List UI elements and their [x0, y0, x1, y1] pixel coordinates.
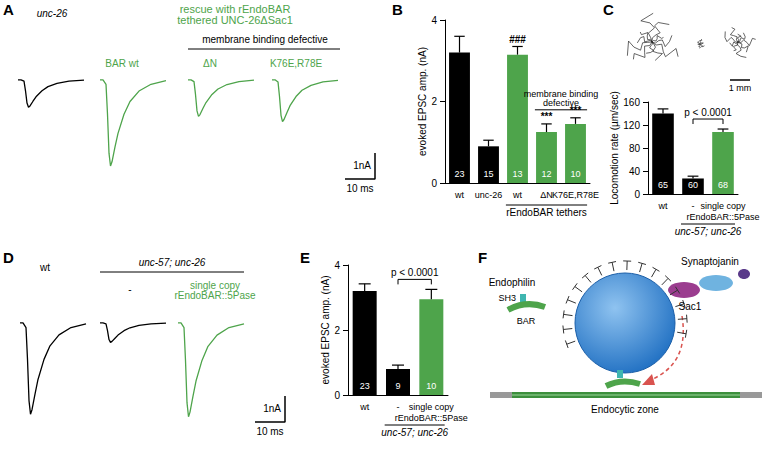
- svg-text:p < 0.0001: p < 0.0001: [684, 107, 732, 118]
- svg-text:60: 60: [688, 180, 698, 190]
- svg-text:evoked EPSC amp. (nA): evoked EPSC amp. (nA): [320, 276, 331, 385]
- svg-text:1nA: 1nA: [353, 160, 371, 171]
- svg-text:Sac1: Sac1: [679, 301, 702, 312]
- svg-text:wt: wt: [512, 190, 522, 200]
- svg-text:defective: defective: [543, 98, 579, 108]
- svg-text:rEndoBAR::5Pase: rEndoBAR::5Pase: [174, 290, 256, 301]
- svg-text:wt: wt: [658, 201, 668, 211]
- svg-text:10: 10: [570, 169, 580, 179]
- svg-text:ΔN: ΔN: [540, 190, 553, 200]
- svg-text:-: -: [128, 284, 131, 295]
- svg-text:unc-26: unc-26: [475, 190, 503, 200]
- svg-text:10 ms: 10 ms: [346, 183, 373, 194]
- svg-text:wt: wt: [454, 190, 464, 200]
- svg-text:single copy: single copy: [409, 402, 455, 412]
- svg-text:23: 23: [360, 381, 370, 391]
- svg-text:membrane binding defective: membrane binding defective: [202, 34, 328, 45]
- svg-text:Synaptojanin: Synaptojanin: [681, 256, 739, 267]
- svg-text:unc-57; unc-26: unc-57; unc-26: [675, 226, 742, 237]
- svg-text:13: 13: [512, 169, 522, 179]
- svg-text:B: B: [392, 1, 403, 18]
- svg-text:single copy: single copy: [700, 201, 746, 211]
- svg-text:***: ***: [541, 111, 553, 122]
- svg-text:unc-57; unc-26: unc-57; unc-26: [381, 427, 448, 438]
- svg-text:###: ###: [509, 34, 526, 45]
- svg-text:10: 10: [426, 381, 436, 391]
- svg-text:80: 80: [629, 143, 641, 154]
- svg-text:D: D: [3, 249, 14, 266]
- svg-text:4: 4: [334, 260, 340, 271]
- svg-text:68: 68: [718, 180, 728, 190]
- svg-text:membrane binding: membrane binding: [523, 89, 599, 100]
- svg-text:A: A: [3, 1, 14, 18]
- svg-text:SH3: SH3: [498, 293, 516, 303]
- svg-text:15: 15: [483, 169, 493, 179]
- svg-text:rEndoBAR::5Pase: rEndoBAR::5Pase: [686, 212, 759, 222]
- svg-text:K76E,R78E: K76E,R78E: [270, 58, 323, 69]
- svg-text:single copy: single copy: [190, 279, 240, 291]
- svg-text:10 ms: 10 ms: [256, 426, 283, 437]
- svg-text:0: 0: [634, 189, 640, 200]
- svg-text:Endophilin: Endophilin: [489, 277, 536, 288]
- svg-text:Endocytic zone: Endocytic zone: [591, 404, 659, 415]
- svg-text:rEndoBAR tethers: rEndoBAR tethers: [506, 207, 587, 218]
- svg-text:2: 2: [431, 96, 437, 107]
- svg-text:unc-26: unc-26: [37, 8, 68, 19]
- svg-text:rEndoBAR::5Pase: rEndoBAR::5Pase: [395, 413, 468, 423]
- svg-text:9: 9: [395, 381, 400, 391]
- svg-text:12: 12: [541, 169, 551, 179]
- svg-text:wt: wt: [359, 402, 369, 412]
- svg-text:4: 4: [431, 15, 437, 26]
- svg-text:BAR wt: BAR wt: [105, 58, 139, 69]
- svg-text:BAR: BAR: [517, 316, 536, 326]
- svg-text:tethered UNC-26ΔSac1: tethered UNC-26ΔSac1: [177, 14, 293, 26]
- svg-text:160: 160: [623, 97, 640, 108]
- svg-text:1nA: 1nA: [263, 403, 281, 414]
- svg-text:40: 40: [629, 166, 641, 177]
- svg-text:2: 2: [334, 325, 340, 336]
- svg-text:unc-57; unc-26: unc-57; unc-26: [139, 257, 206, 268]
- svg-text:65: 65: [658, 180, 668, 190]
- svg-text:-: -: [692, 201, 695, 211]
- svg-text:0: 0: [334, 390, 340, 401]
- svg-text:ΔN: ΔN: [203, 58, 217, 69]
- svg-text:F: F: [478, 249, 487, 266]
- svg-text:wt: wt: [39, 262, 50, 273]
- svg-text:-: -: [397, 402, 400, 412]
- svg-text:p < 0.0001: p < 0.0001: [391, 267, 439, 278]
- svg-text:1 mm: 1 mm: [729, 83, 752, 93]
- svg-text:Locomotion rate (µm/sec): Locomotion rate (µm/sec): [609, 91, 620, 205]
- svg-text:23: 23: [454, 169, 464, 179]
- svg-text:C: C: [603, 1, 614, 18]
- svg-text:rescue with rEndoBAR: rescue with rEndoBAR: [179, 2, 291, 15]
- svg-text:evoked EPSC amp. (nA): evoked EPSC amp. (nA): [417, 47, 428, 156]
- svg-text:120: 120: [623, 120, 640, 131]
- svg-text:0: 0: [431, 178, 437, 189]
- svg-text:K76E,R78E: K76E,R78E: [552, 190, 599, 200]
- svg-text:E: E: [300, 249, 310, 266]
